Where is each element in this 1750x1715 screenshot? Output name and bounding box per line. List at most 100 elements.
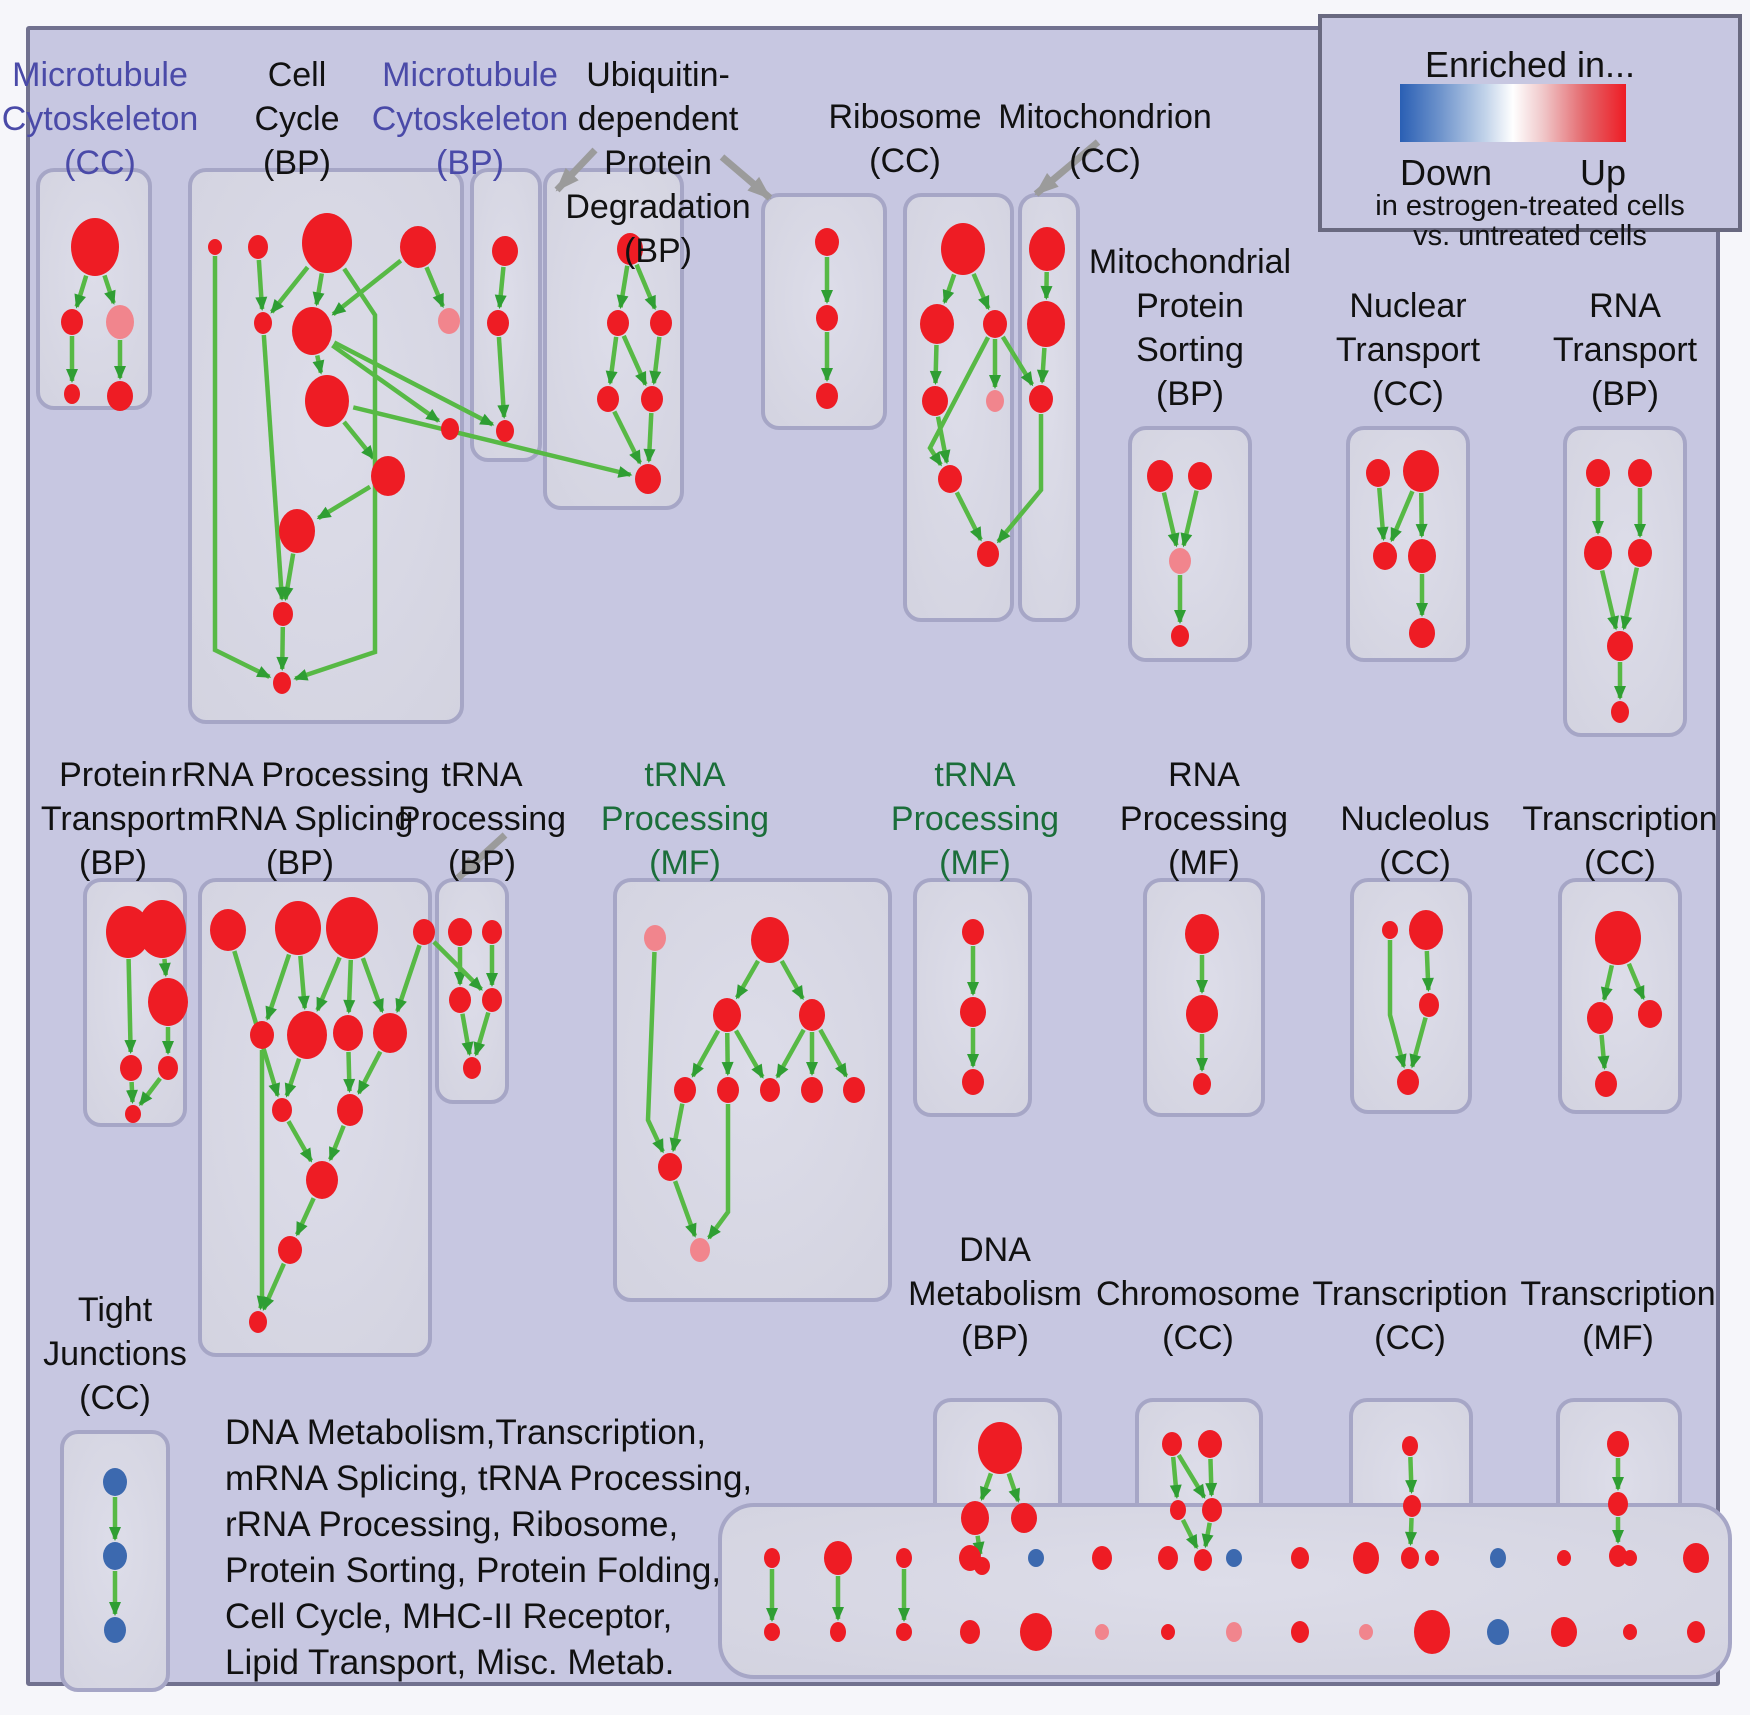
edge-w1-w2: [979, 1472, 994, 1502]
label-line: Transcription: [1520, 1275, 1716, 1313]
label-line: mRNA Splicing: [186, 800, 414, 838]
node-a2: [61, 309, 83, 335]
node-s8b: [1226, 1622, 1242, 1642]
edge-r11-r12: [295, 1197, 316, 1237]
label-line: Junctions: [43, 1335, 187, 1373]
label-line: Processing: [397, 800, 567, 838]
label-line: (CC): [869, 142, 941, 180]
node-r3: [326, 897, 378, 959]
label-line: (CC): [64, 144, 136, 182]
misc-categories-text: DNA Metabolism,Transcription, mRNA Splici…: [225, 1410, 752, 1686]
label-line: (CC): [1162, 1319, 1234, 1357]
node-k7: [690, 1238, 710, 1262]
node-d4: [597, 386, 619, 412]
node-z1: [1607, 1431, 1629, 1457]
node-c3: [302, 213, 352, 273]
node-x3: [1170, 1500, 1186, 1520]
edge-x1-x3: [1169, 1456, 1182, 1500]
node-kL: [713, 998, 741, 1032]
node-h4: [1171, 625, 1189, 647]
edge-q3-q5: [460, 1013, 474, 1057]
node-f1: [941, 223, 985, 275]
edge-r4-r8: [395, 944, 422, 1014]
label-line: Ribosome: [828, 98, 982, 136]
node-s11t: [1425, 1550, 1439, 1566]
node-z2: [1608, 1492, 1628, 1516]
node-q4: [482, 988, 502, 1012]
node-k0: [644, 925, 666, 951]
label-transcription-cc-bottom: Transcription (CC): [1312, 1272, 1507, 1360]
node-y3: [1401, 1547, 1419, 1569]
node-s15t: [1683, 1543, 1709, 1573]
legend-up-label: Up: [1579, 152, 1626, 193]
edge-j4-j5: [1620, 567, 1640, 631]
edge-kc2-k7: [707, 1104, 731, 1240]
node-p2: [138, 900, 186, 958]
node-i5: [1409, 618, 1435, 648]
node-t3: [496, 420, 514, 442]
edge-g3-f7: [996, 414, 1044, 544]
node-j4: [1628, 539, 1652, 567]
legend-box: Enriched in... Down Up in estrogen-treat…: [1318, 14, 1742, 252]
node-s10t: [1353, 1542, 1379, 1574]
node-f4: [922, 386, 948, 416]
label-line: Degradation: [565, 188, 751, 226]
node-s5b: [1020, 1613, 1052, 1651]
edge-kL-kc2: [721, 1032, 734, 1077]
node-i2: [1403, 450, 1439, 492]
edge-f2-f4: [929, 344, 942, 386]
node-s1t: [764, 1548, 780, 1568]
edge-f1-f2: [942, 273, 957, 305]
node-k1: [751, 917, 789, 963]
edge-r2-r5: [265, 953, 292, 1021]
edge-p1-p4: [124, 958, 137, 1055]
node-kc5: [843, 1077, 865, 1103]
edge-x2-x4: [1205, 1458, 1218, 1498]
edge-c1-c11: [212, 256, 272, 679]
label-line: (BP): [1156, 375, 1224, 413]
edge-kL-kc3: [734, 1029, 765, 1079]
node-r2: [275, 901, 321, 955]
label-line: Transport: [1552, 331, 1698, 369]
node-t1: [492, 236, 518, 266]
label-line: Protein: [59, 756, 167, 794]
edge-i1-i3: [1376, 487, 1389, 542]
node-y2: [1403, 1495, 1421, 1517]
node-n1: [962, 919, 984, 945]
edge-c7-c8: [342, 420, 376, 460]
node-g2: [1027, 301, 1065, 347]
label-line: Nucleolus: [1340, 800, 1490, 838]
node-c9: [279, 509, 315, 553]
node-r4: [413, 919, 435, 945]
node-o1: [1185, 914, 1219, 954]
node-c5: [254, 312, 272, 334]
label-line: (MF): [1582, 1319, 1654, 1357]
label-line: Cycle: [254, 100, 340, 138]
label-line: (CC): [1374, 1319, 1446, 1357]
nodes-layer: [61, 213, 1709, 1654]
node-c6: [292, 307, 332, 355]
node-c7: [305, 375, 349, 427]
edge-t2-t3: [496, 336, 510, 420]
node-f7: [977, 541, 999, 567]
label-dna-metabolism: DNA Metabolism (BP): [908, 1228, 1082, 1360]
node-u2: [1409, 910, 1443, 950]
node-kc1: [674, 1077, 696, 1103]
node-s13b: [1551, 1617, 1577, 1647]
label-line: Ubiquitin-: [586, 56, 730, 94]
label-line: dependent: [577, 100, 739, 138]
node-c11: [273, 672, 291, 694]
edge-c3-c6: [312, 273, 325, 307]
label-line: Microtubule: [382, 56, 558, 94]
group-box-ubiquitin-degradation: [543, 168, 684, 510]
node-s3b: [896, 1623, 912, 1641]
label-tight-junctions: Tight Junctions (CC): [43, 1288, 187, 1420]
node-s3t: [896, 1548, 912, 1568]
edge-d4-d6: [612, 410, 642, 465]
pointer-arrow-2: [719, 154, 773, 201]
node-c2: [248, 235, 268, 259]
node-n3: [962, 1069, 984, 1095]
label-line: (CC): [1379, 844, 1451, 882]
label-line: (CC): [1372, 375, 1444, 413]
